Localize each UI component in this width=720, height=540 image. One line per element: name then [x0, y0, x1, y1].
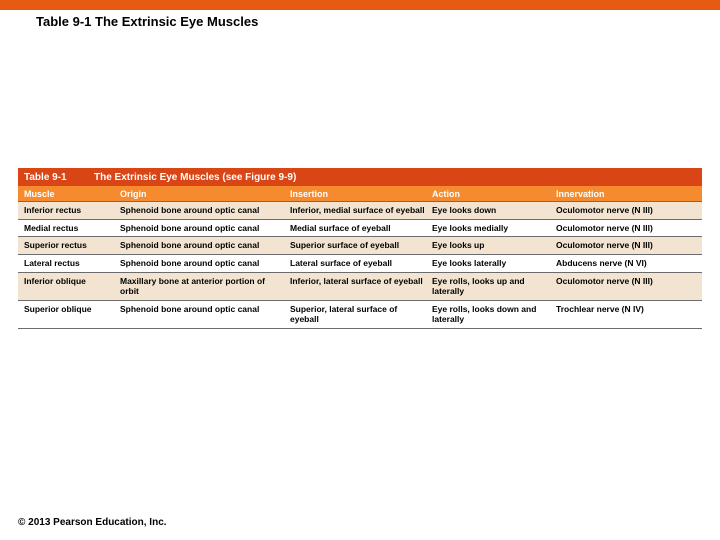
table-cell: Inferior, medial surface of eyeball [290, 205, 432, 216]
table-cell: Inferior oblique [18, 276, 120, 287]
table-cell: Sphenoid bone around optic canal [120, 304, 290, 315]
table-cell: Superior oblique [18, 304, 120, 315]
table-row: Superior rectusSphenoid bone around opti… [18, 237, 702, 255]
table-row: Superior obliqueSphenoid bone around opt… [18, 301, 702, 329]
slide-title: Table 9-1 The Extrinsic Eye Muscles [0, 10, 720, 29]
col-header-action: Action [432, 189, 556, 199]
table-cell: Medial surface of eyeball [290, 223, 432, 234]
table-cell: Abducens nerve (N VI) [556, 258, 702, 269]
table-cell: Eye rolls, looks up and laterally [432, 276, 556, 297]
col-header-muscle: Muscle [18, 189, 120, 199]
table-cell: Superior surface of eyeball [290, 240, 432, 251]
col-header-origin: Origin [120, 189, 290, 199]
table-number: Table 9-1 [18, 172, 94, 183]
table-cell: Sphenoid bone around optic canal [120, 205, 290, 216]
table-row: Inferior rectusSphenoid bone around opti… [18, 202, 702, 220]
eye-muscles-table: Table 9-1 The Extrinsic Eye Muscles (see… [18, 168, 702, 329]
table-column-header-row: Muscle Origin Insertion Action Innervati… [18, 186, 702, 202]
table-cell: Eye rolls, looks down and laterally [432, 304, 556, 325]
slide-top-bar [0, 0, 720, 10]
table-cell: Sphenoid bone around optic canal [120, 258, 290, 269]
table-cell: Oculomotor nerve (N III) [556, 240, 702, 251]
table-cell: Oculomotor nerve (N III) [556, 223, 702, 234]
table-cell: Oculomotor nerve (N III) [556, 276, 702, 287]
table-cell: Eye looks down [432, 205, 556, 216]
copyright-text: © 2013 Pearson Education, Inc. [18, 517, 167, 528]
table-cell: Medial rectus [18, 223, 120, 234]
table-row: Lateral rectusSphenoid bone around optic… [18, 255, 702, 273]
col-header-innervation: Innervation [556, 189, 702, 199]
table-cell: Trochlear nerve (N IV) [556, 304, 702, 315]
table-cell: Eye looks laterally [432, 258, 556, 269]
table-cell: Superior rectus [18, 240, 120, 251]
table-cell: Lateral surface of eyeball [290, 258, 432, 269]
table-cell: Inferior, lateral surface of eyeball [290, 276, 432, 287]
table-cell: Sphenoid bone around optic canal [120, 240, 290, 251]
table-cell: Lateral rectus [18, 258, 120, 269]
table-cell: Sphenoid bone around optic canal [120, 223, 290, 234]
table-cell: Inferior rectus [18, 205, 120, 216]
table-cell: Eye looks medially [432, 223, 556, 234]
table-body: Inferior rectusSphenoid bone around opti… [18, 202, 702, 329]
col-header-insertion: Insertion [290, 189, 432, 199]
table-cell: Superior, lateral surface of eyeball [290, 304, 432, 325]
table-row: Inferior obliqueMaxillary bone at anteri… [18, 273, 702, 301]
table-cell: Maxillary bone at anterior portion of or… [120, 276, 290, 297]
table-cell: Eye looks up [432, 240, 556, 251]
table-title-row: Table 9-1 The Extrinsic Eye Muscles (see… [18, 168, 702, 186]
table-row: Medial rectusSphenoid bone around optic … [18, 220, 702, 238]
table-caption: The Extrinsic Eye Muscles (see Figure 9-… [94, 172, 702, 183]
table-cell: Oculomotor nerve (N III) [556, 205, 702, 216]
